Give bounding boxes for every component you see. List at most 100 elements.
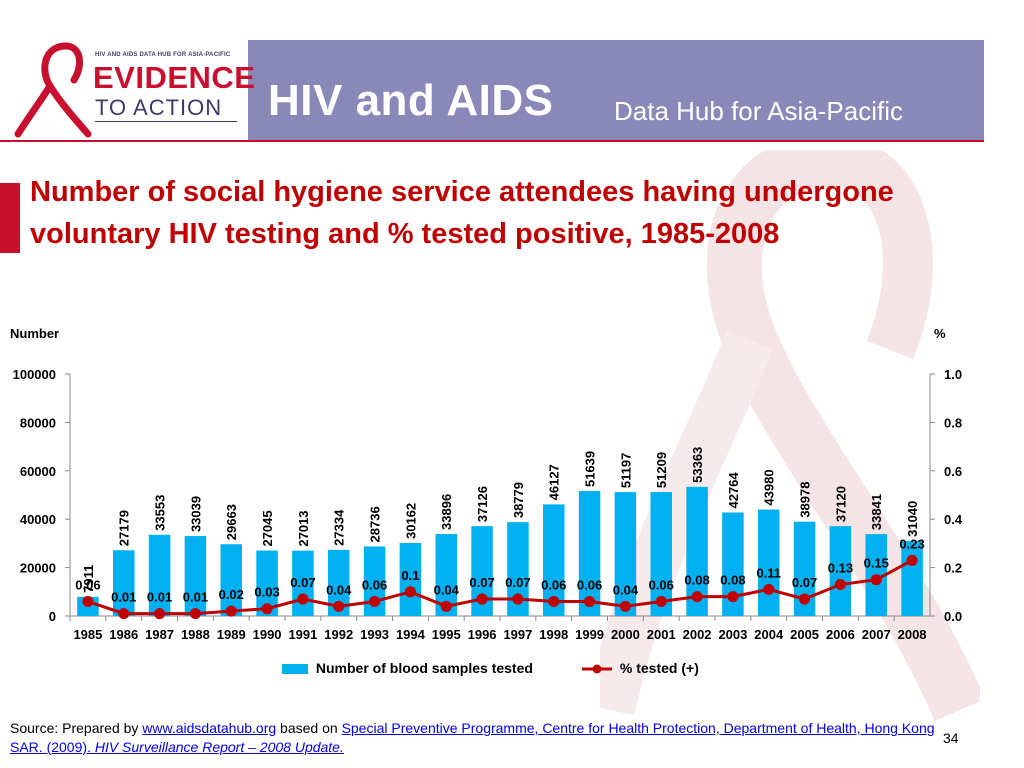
- line-value-label: 0.04: [326, 582, 352, 597]
- line-point: [261, 603, 273, 615]
- line-value-label: 0.06: [75, 577, 100, 592]
- y-tick-label-right: 0.4: [944, 512, 963, 527]
- x-tick-label: 1988: [181, 627, 210, 642]
- x-tick-label: 2003: [718, 627, 747, 642]
- x-tick-label: 1987: [145, 627, 174, 642]
- line-point: [154, 608, 166, 620]
- bar: [328, 549, 350, 616]
- line-value-label: 0.04: [613, 582, 639, 597]
- bar-value-label: 46127: [547, 464, 562, 500]
- line-point: [727, 591, 739, 603]
- x-tick-label: 1990: [253, 627, 282, 642]
- y-tick-label-left: 40000: [20, 512, 56, 527]
- source-link-aidsdatahub[interactable]: www.aidsdatahub.org: [142, 720, 277, 736]
- bar: [758, 509, 780, 616]
- y-axis-left-title: Number: [10, 326, 59, 341]
- legend-line-swatch: [582, 664, 612, 674]
- bar: [543, 504, 565, 616]
- line-value-label: 0.23: [899, 536, 924, 551]
- bar-value-label: 7911: [81, 565, 96, 593]
- source-note: Source: Prepared by www.aidsdatahub.org …: [10, 719, 950, 757]
- x-tick-label: 1989: [217, 627, 246, 642]
- bar-value-label: 38779: [511, 482, 526, 518]
- bar: [184, 536, 207, 616]
- source-middle: based on: [276, 720, 342, 736]
- bar: [507, 522, 529, 616]
- line-point: [297, 593, 309, 605]
- bar: [578, 491, 601, 616]
- bar-value-label: 30162: [403, 503, 418, 539]
- line-point: [512, 593, 524, 605]
- x-tick-label: 2006: [826, 627, 855, 642]
- bar-value-label: 38978: [798, 482, 813, 518]
- line-value-label: 0.08: [720, 573, 745, 588]
- y-tick-label-right: 0.8: [944, 415, 962, 430]
- x-tick-label: 1991: [288, 627, 317, 642]
- x-tick-label: 1996: [468, 627, 497, 642]
- bar: [435, 533, 457, 616]
- line-point: [82, 595, 94, 607]
- y-tick-label-right: 0.6: [944, 464, 962, 479]
- x-tick-label: 1992: [324, 627, 353, 642]
- line-value-label: 0.07: [290, 575, 315, 590]
- source-link-report-title[interactable]: HIV Surveillance Report – 2008 Update.: [94, 739, 344, 755]
- x-tick-label: 2000: [611, 627, 640, 642]
- x-tick-label: 1998: [539, 627, 568, 642]
- line-point: [906, 554, 918, 566]
- bar: [686, 486, 708, 616]
- logo-rule: [95, 121, 237, 122]
- x-tick-label: 1985: [73, 627, 102, 642]
- bar-value-label: 33553: [153, 495, 168, 531]
- source-link-report[interactable]: Special Preventive Programme, Centre for…: [10, 720, 935, 755]
- x-tick-label: 2001: [647, 627, 676, 642]
- line-point: [834, 579, 846, 591]
- bar: [399, 543, 422, 616]
- bar: [829, 526, 852, 616]
- line-value-label: 0.13: [828, 561, 853, 576]
- line-value-label: 0.15: [864, 556, 889, 571]
- x-tick-label: 2005: [790, 627, 819, 642]
- bar: [614, 492, 637, 616]
- bar-value-label: 28736: [368, 506, 383, 542]
- source-prefix: Source: Prepared by: [10, 720, 143, 736]
- header-subtitle: Data Hub for Asia-Pacific: [614, 96, 904, 126]
- line-value-label: 0.06: [362, 577, 387, 592]
- bar-value-label: 27013: [296, 510, 311, 546]
- x-tick-label: 2002: [683, 627, 712, 642]
- line-value-label: 0.01: [183, 590, 208, 605]
- x-tick-label: 1995: [432, 627, 461, 642]
- line-point: [476, 593, 488, 605]
- bar: [471, 526, 493, 616]
- line-point: [870, 574, 882, 586]
- y-tick-label-right: 0.2: [944, 561, 962, 576]
- y-tick-label-left: 0: [49, 609, 56, 624]
- y-tick-label-left: 80000: [20, 415, 56, 430]
- x-tick-label: 1994: [396, 627, 426, 642]
- line-value-label: 0.04: [434, 582, 460, 597]
- bar-value-label: 37120: [833, 486, 848, 522]
- line-point: [763, 583, 775, 595]
- x-tick-label: 1999: [575, 627, 604, 642]
- bar: [256, 550, 278, 616]
- bar-value-label: 27045: [260, 510, 275, 546]
- y-tick-label-left: 20000: [20, 561, 56, 576]
- background-ribbon-graphic: [600, 150, 980, 721]
- bar-value-label: 33896: [439, 494, 454, 530]
- line-value-label: 0.03: [254, 585, 279, 600]
- line-value-label: 0.08: [684, 573, 709, 588]
- y-tick-label-left: 60000: [20, 464, 56, 479]
- line-value-label: 0.01: [111, 590, 136, 605]
- line-point: [333, 600, 345, 612]
- line-value-label: 0.06: [577, 577, 602, 592]
- line-point: [691, 591, 703, 603]
- bar-value-label: 37126: [475, 486, 490, 522]
- bar-value-label: 33039: [188, 496, 203, 532]
- line-point: [225, 605, 237, 617]
- line-value-label: 0.02: [219, 587, 244, 602]
- logo-to-action: TO ACTION: [95, 95, 223, 120]
- line-point: [655, 595, 667, 607]
- line-point: [799, 593, 811, 605]
- line-point: [440, 600, 452, 612]
- bar: [901, 540, 923, 616]
- x-tick-label: 2004: [754, 627, 784, 642]
